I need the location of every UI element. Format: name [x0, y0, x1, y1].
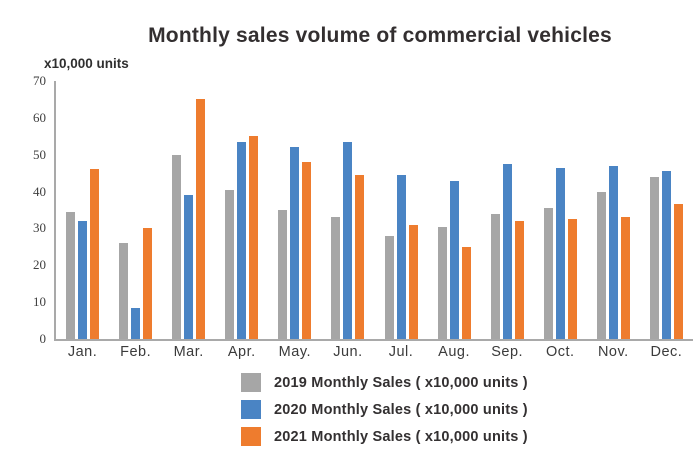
bar-2020-jun	[343, 141, 353, 339]
bar-2020-feb	[131, 307, 141, 339]
legend-item: 2020 Monthly Sales ( x10,000 units )	[241, 400, 528, 419]
bar-2021-may	[302, 162, 312, 339]
y-tick-label: 0	[39, 331, 47, 346]
legend-label: 2020 Monthly Sales ( x10,000 units )	[274, 401, 528, 418]
bar-2019-aug	[437, 226, 447, 339]
bar-2020-dec	[661, 171, 671, 339]
y-tick-label: 60	[33, 109, 46, 125]
bar-2019-jun	[331, 217, 341, 339]
bar-2020-jul	[396, 175, 406, 339]
month-group: Apr.	[215, 81, 268, 360]
bar-2020-aug	[449, 180, 459, 339]
legend-label: 2019 Monthly Sales ( x10,000 units )	[274, 374, 528, 391]
x-tick-label: Jan.	[67, 344, 98, 360]
bar-2019-apr	[225, 189, 235, 339]
bar-2020-sep	[502, 163, 512, 339]
legend-item: 2019 Monthly Sales ( x10,000 units )	[241, 373, 528, 392]
month-group: Mar.	[162, 81, 215, 360]
bar-2019-sep	[490, 213, 500, 339]
bar-2019-dec	[649, 176, 659, 339]
bar-2021-mar	[196, 99, 206, 339]
x-tick-label: May.	[278, 344, 312, 360]
bar-2021-jun	[355, 175, 365, 339]
legend-item: 2021 Monthly Sales ( x10,000 units )	[241, 427, 528, 446]
month-group: Oct.	[534, 81, 587, 360]
legend-swatch	[241, 373, 261, 392]
bar-2019-jan	[66, 211, 76, 339]
y-tick-label: 40	[33, 183, 46, 199]
y-tick-label: 30	[33, 220, 46, 236]
legend: 2019 Monthly Sales ( x10,000 units ) 2020…	[241, 373, 528, 446]
x-tick-label: Oct.	[545, 344, 575, 360]
x-tick-label: Mar.	[173, 344, 204, 360]
month-group: Dec.	[640, 81, 693, 360]
bar-2021-oct	[567, 219, 577, 339]
bar-2020-may	[290, 147, 300, 339]
bar-2019-jul	[384, 235, 394, 339]
x-tick-label: Jun.	[333, 344, 363, 360]
x-tick-label: Nov.	[597, 344, 629, 360]
bar-2021-sep	[514, 221, 524, 339]
legend-label: 2021 Monthly Sales ( x10,000 units )	[274, 428, 528, 445]
bar-2019-mar	[172, 154, 182, 339]
chart-title: Monthly sales volume of commercial vehic…	[148, 24, 612, 47]
x-tick-label: Aug.	[438, 344, 470, 360]
legend-swatch	[241, 400, 261, 419]
bar-2021-feb	[143, 228, 153, 339]
x-tick-label: Apr.	[227, 344, 256, 360]
month-group: Sep.	[481, 81, 534, 360]
month-group: Aug.	[428, 81, 481, 360]
bar-2021-jul	[408, 224, 418, 339]
bar-2021-aug	[461, 246, 471, 339]
y-tick-label: 20	[33, 257, 46, 273]
bar-2020-nov	[608, 165, 618, 339]
bar-2020-mar	[184, 195, 194, 339]
y-tick-label: 50	[33, 146, 46, 162]
bar-2019-oct	[543, 208, 553, 339]
y-axis-units-label: x10,000 units	[44, 56, 129, 71]
plot-area: 70 60 50 40 30 20 10 0 Jan. Feb. Mar. Apr. May. Jun.…	[33, 73, 693, 360]
bar-groups: Jan. Feb. Mar. Apr. May. Jun. Jul. Aug. Sep. Oct.…	[56, 81, 693, 360]
month-group: May.	[268, 81, 321, 360]
legend-swatch	[241, 427, 261, 446]
month-group: Jan.	[56, 81, 109, 360]
bar-2019-nov	[596, 191, 606, 339]
x-tick-label: Jul.	[388, 344, 414, 360]
x-tick-label: Feb.	[120, 344, 152, 360]
bar-2021-nov	[620, 217, 630, 339]
bar-2021-jan	[90, 169, 100, 339]
bar-2019-feb	[119, 243, 129, 339]
bar-2019-may	[278, 210, 288, 339]
bar-2021-apr	[249, 136, 259, 339]
y-tick-label: 70	[33, 73, 46, 88]
bar-2021-dec	[673, 204, 683, 339]
bar-2020-apr	[237, 141, 247, 339]
x-tick-label: Dec.	[650, 344, 683, 360]
month-group: Nov.	[587, 81, 640, 360]
month-group: Jun.	[321, 81, 374, 360]
y-tick-label: 10	[33, 294, 46, 310]
month-group: Feb.	[109, 81, 162, 360]
bar-2020-oct	[555, 167, 565, 339]
bar-2020-jan	[78, 221, 88, 339]
month-group: Jul.	[374, 81, 427, 360]
x-tick-label: Sep.	[491, 344, 524, 360]
